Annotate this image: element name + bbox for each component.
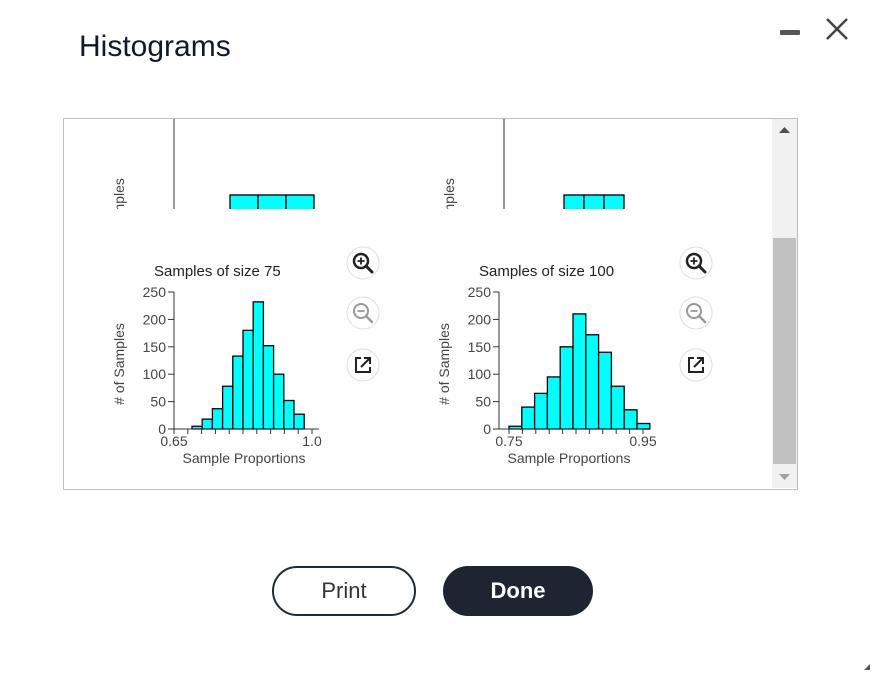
histogram-bar [623, 409, 638, 430]
y-tick-label: 100 [468, 366, 492, 382]
histogram-bar [229, 194, 259, 209]
y-tick-label: 0 [158, 421, 166, 437]
done-button[interactable]: Done [443, 566, 593, 616]
print-button[interactable]: Print [272, 566, 416, 616]
histogram-panel: Samples of size 75 0 50 100 150 200 250 0.65 1.0… [104, 254, 364, 479]
histogram-bar [293, 413, 305, 430]
minimize-icon [780, 30, 800, 35]
histogram-chart: Samples of size 100 0 50 100 150 200 250 0.75 0.… [436, 263, 657, 466]
y-tick-label: 200 [468, 311, 492, 327]
y-tick-label: 100 [143, 366, 167, 382]
histogram-bar [272, 373, 285, 430]
histogram-chart: Samples of size 75 0 50 100 150 200 250 0.65 1.0… [111, 263, 322, 466]
y-axis-label: # of Samples [111, 178, 127, 209]
y-tick-label: 0 [483, 421, 491, 437]
zoom-out-button[interactable] [346, 296, 380, 330]
histogram-panel: Samples of size 100 0 50 100 150 200 250 0.75 0.… [434, 254, 694, 479]
histogram-bar [559, 346, 574, 430]
histogram-bar [603, 194, 625, 209]
y-axis-label: # of Samples [441, 178, 457, 209]
histogram-bar [610, 385, 625, 430]
y-axis-label: # of Samples [111, 323, 127, 405]
y-axis-label: # of Samples [436, 323, 452, 405]
y-tick-label: 50 [150, 394, 166, 410]
histogram-bar [285, 194, 315, 209]
x-tick-label: 0.75 [495, 433, 522, 449]
histogram-bar [242, 329, 254, 430]
minimize-button[interactable] [780, 27, 800, 37]
y-tick-label: 50 [475, 394, 491, 410]
histogram-bar [585, 334, 600, 430]
x-tick-label: 0.95 [629, 433, 656, 449]
histogram-bar [211, 408, 224, 430]
histogram-bar [563, 194, 585, 209]
histogram-bar [521, 406, 536, 430]
histogram-bar [262, 345, 275, 430]
x-tick-label: 0.65 [160, 433, 187, 449]
y-tick-label: 250 [468, 284, 492, 300]
histogram-bar [257, 194, 287, 209]
zoom-in-button[interactable] [346, 246, 380, 280]
histogram-bar [533, 392, 549, 430]
zoom-out-button[interactable] [679, 296, 713, 330]
histogram-bar [636, 422, 651, 430]
histogram-bar [252, 301, 265, 430]
histogram-bar [283, 399, 295, 430]
close-icon [826, 18, 848, 40]
histogram-bar [546, 376, 561, 430]
x-axis-label: Sample Proportions [183, 450, 306, 466]
zoom-in-icon [346, 246, 380, 280]
histogram-bar [221, 385, 234, 430]
external-link-icon [679, 348, 713, 382]
zoom-out-icon [679, 296, 713, 330]
resize-handle[interactable] [864, 664, 870, 670]
y-tick-label: 150 [468, 339, 492, 355]
histogram-bar [597, 351, 613, 430]
y-tick-label: 250 [143, 284, 167, 300]
chart-title: Samples of size 100 [479, 263, 614, 280]
scroll-thumb[interactable] [773, 238, 796, 464]
popout-button[interactable] [679, 348, 713, 382]
y-tick-label: 150 [143, 339, 167, 355]
scroll-up-button[interactable] [772, 119, 797, 139]
triangle-down-icon [779, 474, 790, 480]
histogram-bar [572, 313, 587, 430]
histogram-bar [201, 418, 214, 430]
zoom-out-icon [346, 296, 380, 330]
x-tick-label: 1.0 [302, 433, 322, 449]
close-button[interactable] [824, 16, 850, 42]
zoom-in-button[interactable] [679, 246, 713, 280]
external-link-icon [346, 348, 380, 382]
y-tick-label: 200 [143, 311, 167, 327]
scroll-down-button[interactable] [772, 468, 797, 488]
dialog-title: Histograms [79, 30, 231, 63]
vertical-scrollbar[interactable] [772, 119, 797, 488]
histogram-bar [583, 194, 605, 209]
triangle-up-icon [779, 127, 790, 133]
x-axis-label: Sample Proportions [508, 450, 631, 466]
chart-title: Samples of size 75 [154, 263, 281, 280]
popout-button[interactable] [346, 348, 380, 382]
histogram-bar [232, 355, 244, 430]
zoom-in-icon [679, 246, 713, 280]
